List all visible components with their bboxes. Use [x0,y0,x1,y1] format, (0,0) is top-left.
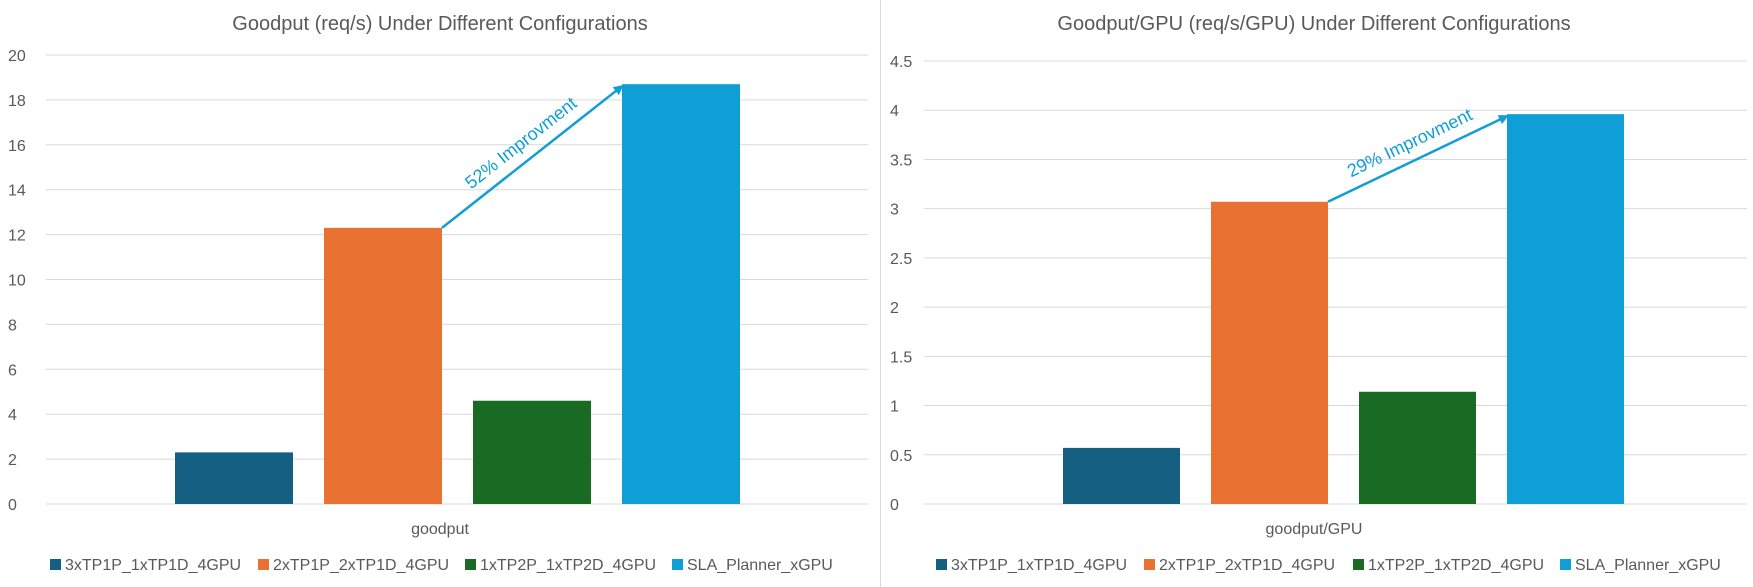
bar [473,400,591,504]
legend-label: 1xTP2P_1xTP2D_4GPU [480,557,656,574]
legend-label: 2xTP1P_2xTP1D_4GPU [273,557,449,574]
y-tick-label: 20 [8,48,26,65]
bar [622,84,740,504]
legend-label: SLA_Planner_xGPU [687,557,833,574]
y-tick-label: 14 [8,183,26,200]
y-tick-label: 1 [890,399,899,416]
y-tick-label: 2 [890,300,899,317]
legend-swatch [1353,559,1364,570]
legend-swatch [1144,559,1155,570]
bar [1211,201,1328,504]
legend-swatch [672,559,683,570]
improvement-arrow [1327,115,1509,203]
legend-swatch [258,559,269,570]
bar [324,227,442,505]
y-tick-label: 16 [8,138,26,155]
y-tick-label: 8 [8,317,17,334]
chart-title: Goodput (req/s) Under Different Configur… [232,13,647,35]
y-tick-label: 4 [8,407,17,424]
bar [1359,391,1476,504]
y-tick-label: 4 [890,103,899,120]
legend-label: 2xTP1P_2xTP1D_4GPU [1159,557,1335,574]
legend-swatch [1560,559,1571,570]
chart-title: Goodput/GPU (req/s/GPU) Under Different … [1057,13,1570,35]
legend-label: SLA_Planner_xGPU [1575,557,1721,574]
legend-label: 1xTP2P_1xTP2D_4GPU [1368,557,1544,574]
y-tick-label: 6 [8,362,17,379]
chart-svg: Goodput/GPU (req/s/GPU) Under Different … [890,13,1747,574]
y-tick-label: 0.5 [890,448,912,465]
improvement-annotation: 29% Improvment [1344,104,1475,181]
legend-swatch [936,559,947,570]
chart-goodput: Goodput (req/s) Under Different Configur… [8,13,868,574]
bar [1063,447,1180,504]
y-tick-label: 2.5 [890,251,912,268]
bar [1507,114,1624,504]
y-tick-label: 4.5 [890,54,912,71]
y-tick-label: 3 [890,202,899,219]
legend-label: 3xTP1P_1xTP1D_4GPU [65,557,241,574]
y-tick-label: 18 [8,93,26,110]
chart-goodput-per-gpu: Goodput/GPU (req/s/GPU) Under Different … [882,0,1753,587]
legend-label: 3xTP1P_1xTP1D_4GPU [951,557,1127,574]
x-category-label: goodput [411,521,469,538]
y-tick-label: 0 [8,497,17,514]
panel-divider [880,0,881,587]
y-tick-label: 2 [8,452,17,469]
bar [175,452,293,504]
legend-swatch [50,559,61,570]
y-tick-label: 1.5 [890,349,912,366]
legend-swatch [465,559,476,570]
y-tick-label: 3.5 [890,152,912,169]
y-tick-label: 12 [8,228,26,245]
y-tick-label: 10 [8,273,26,290]
x-category-label: goodput/GPU [1266,521,1363,538]
y-tick-label: 0 [890,497,899,514]
improvement-arrow [441,84,624,229]
chart-svg: Goodput (req/s) Under Different Configur… [8,13,868,574]
improvement-annotation: 52% Improvment [461,93,580,193]
